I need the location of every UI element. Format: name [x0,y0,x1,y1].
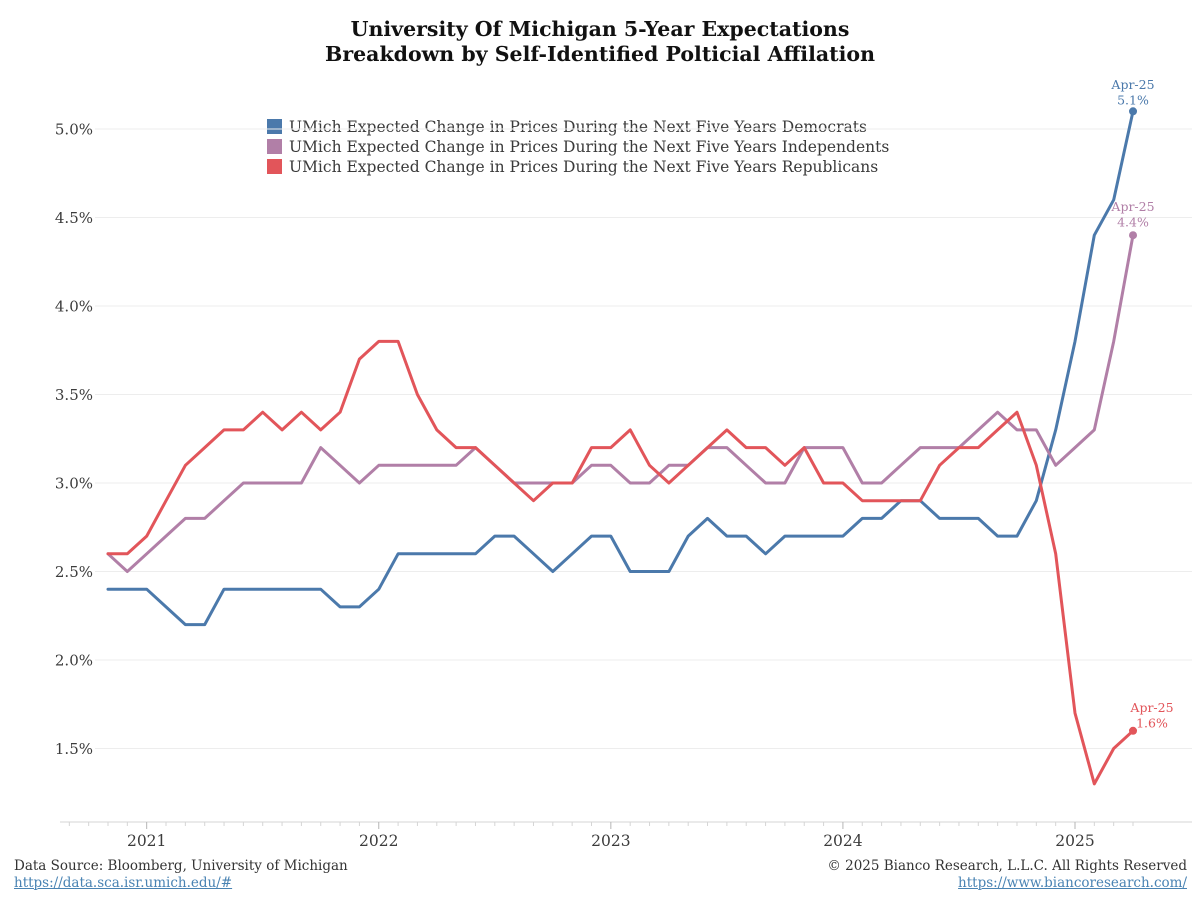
copyright-link[interactable]: https://www.biancoresearch.com/ [958,875,1187,891]
y-axis-labels: 5.0% 4.5% 4.0% 3.5% 3.0% 2.5% 2.0% 1.5% [55,121,93,759]
year-label: 2022 [359,832,398,850]
year-label: 2021 [127,832,166,850]
year-label: 2025 [1055,832,1094,850]
legend-swatch-democrats [267,119,282,134]
x-axis-labels: 2021 2022 2023 2024 2025 [127,832,1095,850]
annotation-republicans: Apr-251.6% [1129,700,1173,731]
year-label: 2024 [823,832,863,850]
series-endpoint-republicans [1129,726,1138,735]
chart-title-line2: Breakdown by Self-Identified Polticial A… [325,41,875,66]
legend-label-democrats: UMich Expected Change in Prices During t… [289,118,867,136]
legend: UMich Expected Change in Prices During t… [267,117,889,177]
annotation-democrats: Apr-255.1% [1110,77,1154,108]
annotation-date: Apr-25 [1129,700,1173,715]
annotation-independents: Apr-254.4% [1110,199,1154,230]
legend-swatch-independents [267,139,282,154]
legend-label-republicans: UMich Expected Change in Prices During t… [289,158,879,176]
series-line-democrats [106,107,1138,627]
annotation-date: Apr-25 [1110,77,1154,92]
legend-item-republicans: UMich Expected Change in Prices During t… [267,157,889,177]
x-axis [60,821,1192,829]
footer-source: Data Source: Bloomberg, University of Mi… [14,858,348,892]
annotation-value: 1.6% [1136,716,1168,731]
y-tick-label: 2.0% [55,652,93,670]
data-source-text: Data Source: Bloomberg, University of Mi… [14,858,348,874]
y-tick-label: 3.5% [55,386,93,404]
series-line-independents [106,231,1138,573]
series-endpoint-independents [1129,231,1138,240]
data-source-link[interactable]: https://data.sca.isr.umich.edu/# [14,875,233,891]
annotation-value: 5.1% [1117,93,1149,108]
year-label: 2023 [591,832,630,850]
legend-item-democrats: UMich Expected Change in Prices During t… [267,117,889,137]
footer-copyright: © 2025 Bianco Research, L.L.C. All Right… [827,858,1187,892]
y-tick-label: 4.0% [55,298,93,316]
chart-title-line1: University Of Michigan 5-Year Expectatio… [350,17,850,41]
y-tick-label: 4.5% [55,209,93,227]
chart-title: University Of Michigan 5-Year Expectatio… [0,17,1200,66]
y-tick-label: 2.5% [55,563,93,581]
legend-swatch-republicans [267,159,282,174]
y-tick-label: 3.0% [55,475,93,493]
y-tick-label: 5.0% [55,121,93,139]
legend-item-independents: UMich Expected Change in Prices During t… [267,137,889,157]
series-line-republicans [106,339,1138,786]
annotation-date: Apr-25 [1110,199,1154,214]
legend-label-independents: UMich Expected Change in Prices During t… [289,138,890,156]
series-endpoint-democrats [1129,107,1138,116]
annotation-value: 4.4% [1117,215,1149,230]
copyright-text: © 2025 Bianco Research, L.L.C. All Right… [827,858,1187,874]
y-tick-label: 1.5% [55,740,93,758]
